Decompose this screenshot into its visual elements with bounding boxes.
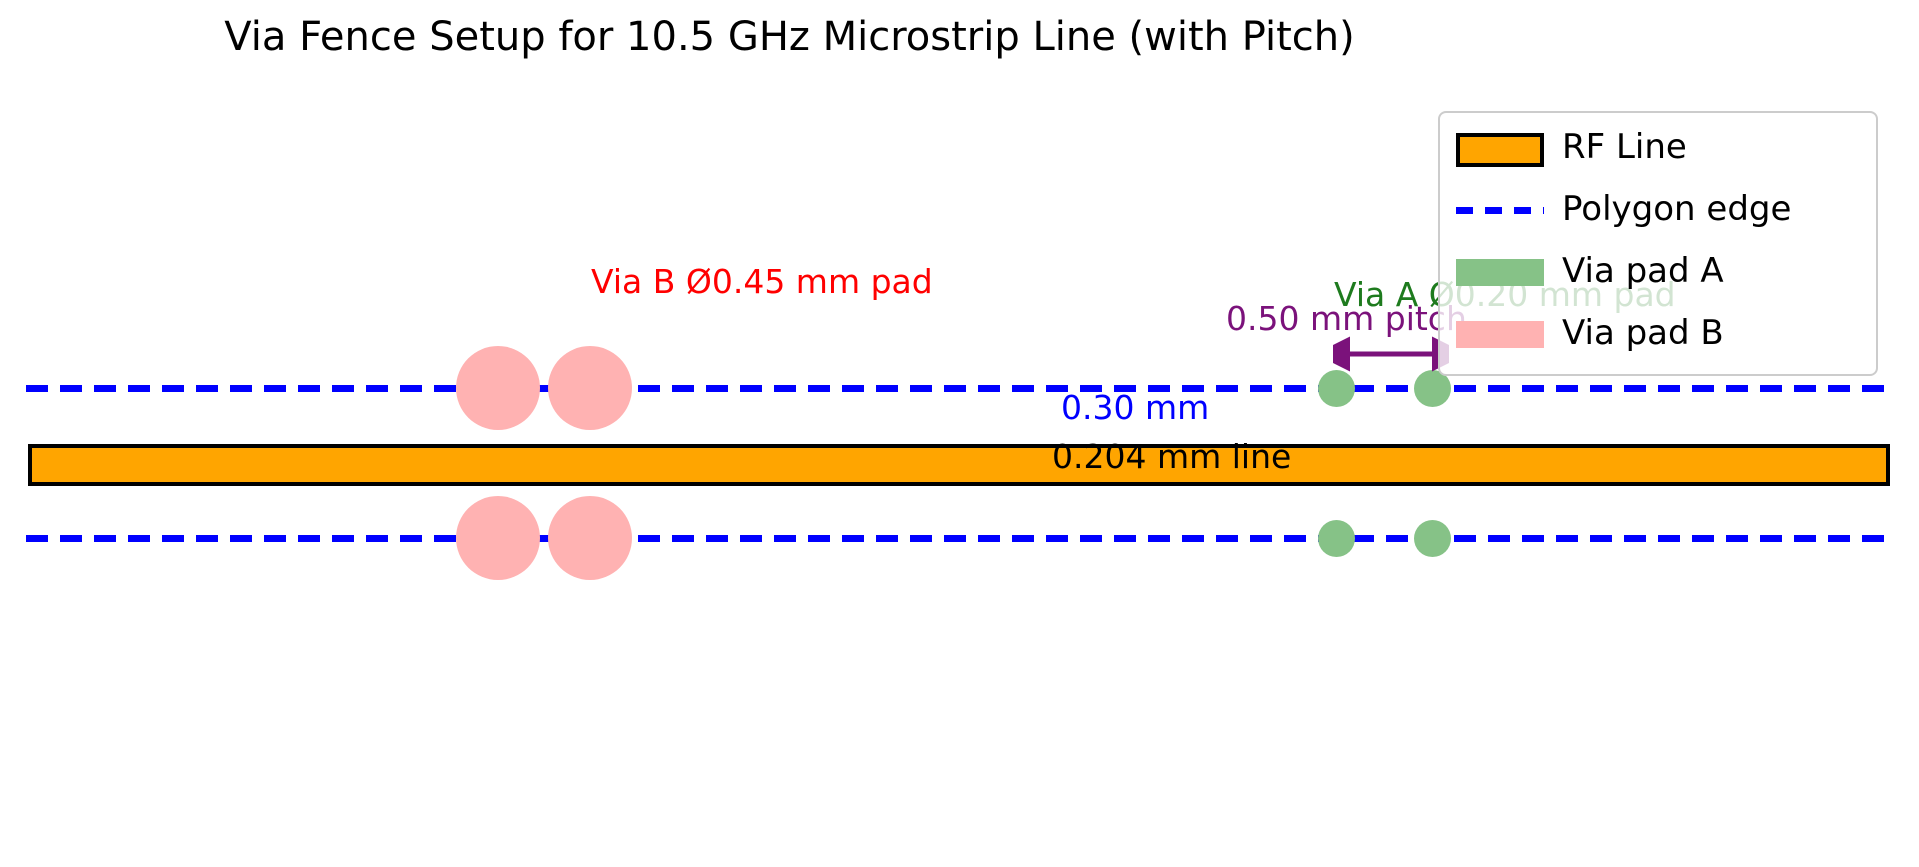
- legend-label-via-pad-b: Via pad B: [1562, 313, 1724, 353]
- via-pad-b-bottom-2: [548, 496, 632, 580]
- legend-label-polygon-edge: Polygon edge: [1562, 189, 1792, 229]
- annotation-line-width: 0.204 mm line: [1052, 437, 1292, 476]
- annotation-via-b-pad: Via B Ø0.45 mm pad: [591, 262, 933, 301]
- via-pad-b-top-2: [548, 346, 632, 430]
- rf-line-trace: [28, 444, 1890, 486]
- legend-key-rf-line-swatch: [1456, 133, 1544, 167]
- legend-label-via-pad-a: Via pad A: [1562, 251, 1724, 291]
- legend-key-via-pad-b-swatch: [1456, 321, 1544, 348]
- figure-title-text: Via Fence Setup for 10.5 GHz Microstrip …: [224, 14, 1355, 60]
- legend-label-rf-line: RF Line: [1562, 127, 1687, 167]
- via-pad-a-top-2: [1414, 370, 1451, 407]
- via-pad-b-top-1: [456, 346, 540, 430]
- legend-item-polygon-edge: Polygon edge: [1440, 181, 1880, 243]
- annotation-pitch: 0.50 mm pitch: [1226, 299, 1467, 338]
- polygon-edge-top: [26, 385, 1892, 392]
- legend-item-via-pad-a: Via pad A: [1440, 243, 1880, 305]
- via-pad-a-top-1: [1318, 370, 1355, 407]
- annotation-clearance: 0.30 mm: [1061, 388, 1210, 427]
- pitch-arrow-icon: [1333, 336, 1449, 372]
- figure-title: Via Fence Setup for 10.5 GHz Microstrip …: [0, 14, 1919, 60]
- legend-key-via-pad-a-swatch: [1456, 259, 1544, 286]
- legend-item-via-pad-b: Via pad B: [1440, 305, 1880, 367]
- via-pad-a-bottom-1: [1318, 520, 1355, 557]
- via-pad-b-bottom-1: [456, 496, 540, 580]
- via-pad-a-bottom-2: [1414, 520, 1451, 557]
- legend-box: RF Line Polygon edge Via pad A Via pad B: [1438, 111, 1878, 376]
- legend-item-rf-line: RF Line: [1440, 119, 1880, 181]
- polygon-edge-bottom: [26, 535, 1892, 542]
- legend-key-polygon-edge-swatch: [1456, 207, 1544, 214]
